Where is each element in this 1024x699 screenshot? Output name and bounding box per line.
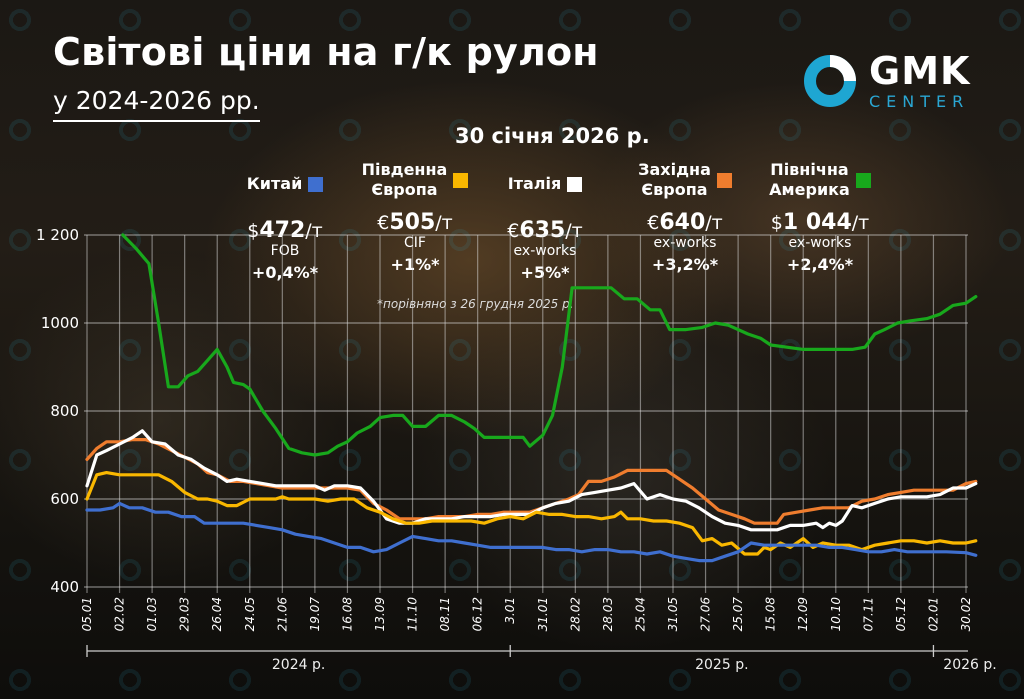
x-tick-label: 05.12 bbox=[894, 597, 908, 631]
year-label: 2026 р. bbox=[943, 657, 996, 673]
price-basis: ex-works bbox=[513, 243, 577, 259]
x-tick-label: 24.05 bbox=[243, 597, 257, 631]
chart-series bbox=[85, 233, 978, 563]
x-tick-label: 28.03 bbox=[601, 597, 615, 631]
gmk-center-logo: GMK CENTER bbox=[803, 52, 970, 110]
x-tick-label: 30.02 bbox=[959, 597, 973, 631]
x-tick-label: 19.07 bbox=[308, 597, 322, 632]
price-value: 640 bbox=[659, 210, 706, 235]
summary-italy: Італія €635/т ex-works +5%* bbox=[485, 174, 605, 282]
y-tick-label: 1000 bbox=[41, 314, 79, 332]
x-tick-label: 3.01 bbox=[503, 597, 517, 624]
x-tick-label: 06.12 bbox=[471, 597, 485, 631]
logo-gmk-text: GMK bbox=[869, 49, 971, 93]
region-name: Китай bbox=[246, 174, 303, 193]
x-tick-label: 31.05 bbox=[666, 597, 680, 631]
price-basis: CIF bbox=[404, 235, 426, 251]
logo-center-text: CENTER bbox=[869, 92, 970, 111]
logo-ring-icon bbox=[804, 55, 856, 107]
price-basis: ex-works bbox=[653, 235, 717, 251]
x-tick-label: 01.03 bbox=[145, 597, 159, 631]
x-tick-label: 27.06 bbox=[699, 597, 713, 632]
summary-southern-europe: Південна Європа €505/т CIF +1%* bbox=[350, 160, 480, 274]
page-title: Світові ціни на г/к рулон bbox=[53, 30, 599, 74]
x-tick-label: 28.02 bbox=[568, 597, 582, 631]
price-change: +3,2%* bbox=[651, 255, 719, 274]
price-value: 1 044 bbox=[782, 210, 852, 235]
price-value: 505 bbox=[389, 210, 436, 235]
price-change: +1%* bbox=[390, 255, 440, 274]
x-tick-label: 26.04 bbox=[210, 597, 224, 631]
x-tick-label: 12.09 bbox=[796, 597, 810, 631]
price-change: +5%* bbox=[520, 263, 570, 282]
price-change: +0,4%* bbox=[251, 263, 319, 282]
report-date: 30 січня 2026 р. bbox=[455, 124, 650, 148]
year-label: 2025 р. bbox=[695, 657, 748, 673]
y-tick-label: 400 bbox=[50, 578, 79, 596]
y-tick-label: 800 bbox=[50, 402, 79, 420]
legend-swatch-north-america bbox=[855, 172, 871, 188]
x-tick-label: 16.08 bbox=[340, 597, 354, 632]
chart-axes: 400 600 800 1000 1 200 05.01 02.02 01.03 29.03 26… bbox=[36, 226, 997, 673]
series-line-Південна Європа bbox=[85, 471, 978, 556]
region-name: Італія bbox=[507, 174, 562, 193]
x-tick-label: 21.06 bbox=[275, 597, 289, 632]
year-label: 2024 р. bbox=[272, 657, 325, 673]
x-tick-label: 15.08 bbox=[764, 597, 778, 632]
series-line-Північна Америка bbox=[121, 233, 978, 457]
x-tick-label: 29.03 bbox=[178, 597, 192, 631]
series-line-Китай bbox=[85, 501, 978, 563]
legend-swatch-southern-europe bbox=[453, 172, 469, 188]
x-tick-label: 07.11 bbox=[861, 597, 875, 631]
x-tick-label: 11.10 bbox=[406, 597, 420, 632]
legend-swatch-western-europe bbox=[716, 172, 732, 188]
x-tick-label: 08.11 bbox=[438, 597, 452, 631]
series-line-Західна Європа bbox=[85, 438, 978, 525]
x-tick-label: 02.02 bbox=[113, 597, 127, 631]
x-tick-label: 05.01 bbox=[80, 597, 94, 631]
footnote: *порівняно з 26 грудня 2025 р. bbox=[377, 297, 574, 311]
x-tick-label: 13.09 bbox=[373, 597, 387, 631]
y-tick-label: 1 200 bbox=[36, 226, 79, 244]
chart-grid bbox=[84, 234, 968, 593]
x-tick-label: 02.01 bbox=[926, 597, 940, 631]
legend-swatch-china bbox=[308, 176, 324, 192]
y-tick-label: 600 bbox=[50, 490, 79, 508]
x-tick-label: 25.04 bbox=[633, 597, 647, 631]
price-basis: FOB bbox=[270, 243, 300, 259]
x-tick-label: 31.01 bbox=[536, 597, 550, 631]
summary-western-europe: Західна Європа €640/т ex-works +3,2%* bbox=[620, 160, 750, 274]
x-tick-label: 10.10 bbox=[829, 597, 843, 632]
legend-swatch-italy bbox=[567, 176, 583, 192]
page-subtitle: у 2024-2026 рр. bbox=[53, 86, 260, 122]
x-tick-label: 25.07 bbox=[731, 597, 745, 632]
